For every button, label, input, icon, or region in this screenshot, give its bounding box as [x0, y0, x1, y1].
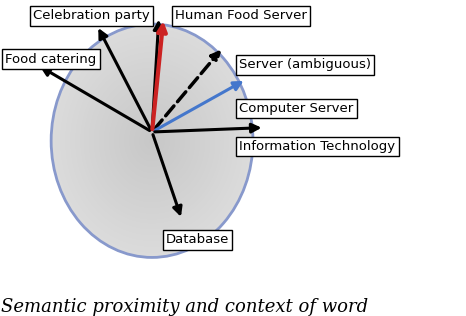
Ellipse shape	[108, 90, 196, 191]
Ellipse shape	[88, 67, 216, 215]
Ellipse shape	[80, 57, 224, 224]
Ellipse shape	[100, 81, 204, 201]
Ellipse shape	[103, 84, 201, 197]
Ellipse shape	[51, 24, 253, 258]
Ellipse shape	[130, 115, 174, 166]
Ellipse shape	[66, 41, 238, 240]
Ellipse shape	[134, 119, 171, 162]
Text: Semantic proximity and context of word: Semantic proximity and context of word	[0, 298, 368, 316]
Ellipse shape	[68, 44, 236, 238]
Ellipse shape	[78, 55, 226, 226]
Ellipse shape	[127, 112, 177, 170]
Ellipse shape	[63, 38, 241, 244]
Ellipse shape	[125, 110, 179, 172]
Ellipse shape	[113, 96, 191, 185]
Ellipse shape	[56, 30, 248, 252]
Ellipse shape	[71, 47, 233, 234]
Ellipse shape	[102, 82, 203, 199]
Ellipse shape	[145, 133, 159, 149]
Ellipse shape	[129, 113, 176, 168]
Ellipse shape	[75, 51, 229, 230]
Text: Server (ambiguous): Server (ambiguous)	[239, 58, 371, 71]
Ellipse shape	[76, 53, 228, 228]
Ellipse shape	[83, 61, 221, 221]
Ellipse shape	[144, 131, 160, 150]
Text: Human Food Server: Human Food Server	[175, 9, 307, 22]
Text: Celebration party: Celebration party	[33, 9, 150, 22]
Ellipse shape	[110, 92, 194, 189]
Ellipse shape	[53, 26, 251, 255]
Ellipse shape	[135, 121, 169, 160]
Ellipse shape	[149, 137, 155, 145]
Ellipse shape	[120, 104, 184, 178]
Text: Information Technology: Information Technology	[239, 140, 395, 153]
Ellipse shape	[91, 71, 212, 211]
Ellipse shape	[82, 59, 223, 222]
Ellipse shape	[58, 32, 246, 250]
Ellipse shape	[115, 98, 189, 184]
Ellipse shape	[116, 100, 187, 182]
Ellipse shape	[85, 63, 219, 219]
Text: Computer Server: Computer Server	[239, 102, 353, 115]
Ellipse shape	[60, 34, 245, 248]
Ellipse shape	[107, 88, 198, 193]
Ellipse shape	[112, 94, 192, 187]
Ellipse shape	[132, 117, 172, 164]
Ellipse shape	[73, 49, 231, 232]
Ellipse shape	[118, 102, 185, 179]
Ellipse shape	[138, 125, 165, 156]
Ellipse shape	[140, 127, 164, 154]
Ellipse shape	[123, 108, 181, 174]
Ellipse shape	[90, 69, 214, 213]
Ellipse shape	[61, 36, 243, 246]
Text: Database: Database	[166, 234, 229, 246]
Ellipse shape	[69, 46, 234, 236]
Ellipse shape	[96, 76, 207, 205]
Ellipse shape	[87, 65, 218, 216]
Ellipse shape	[147, 135, 157, 147]
Ellipse shape	[105, 86, 199, 195]
Ellipse shape	[137, 123, 167, 158]
Ellipse shape	[55, 28, 250, 253]
Ellipse shape	[98, 78, 206, 203]
Ellipse shape	[93, 73, 211, 209]
Text: Food catering: Food catering	[5, 52, 96, 65]
Ellipse shape	[65, 40, 240, 242]
Ellipse shape	[122, 106, 182, 176]
Ellipse shape	[95, 75, 209, 207]
Ellipse shape	[151, 139, 154, 143]
Ellipse shape	[142, 129, 162, 152]
